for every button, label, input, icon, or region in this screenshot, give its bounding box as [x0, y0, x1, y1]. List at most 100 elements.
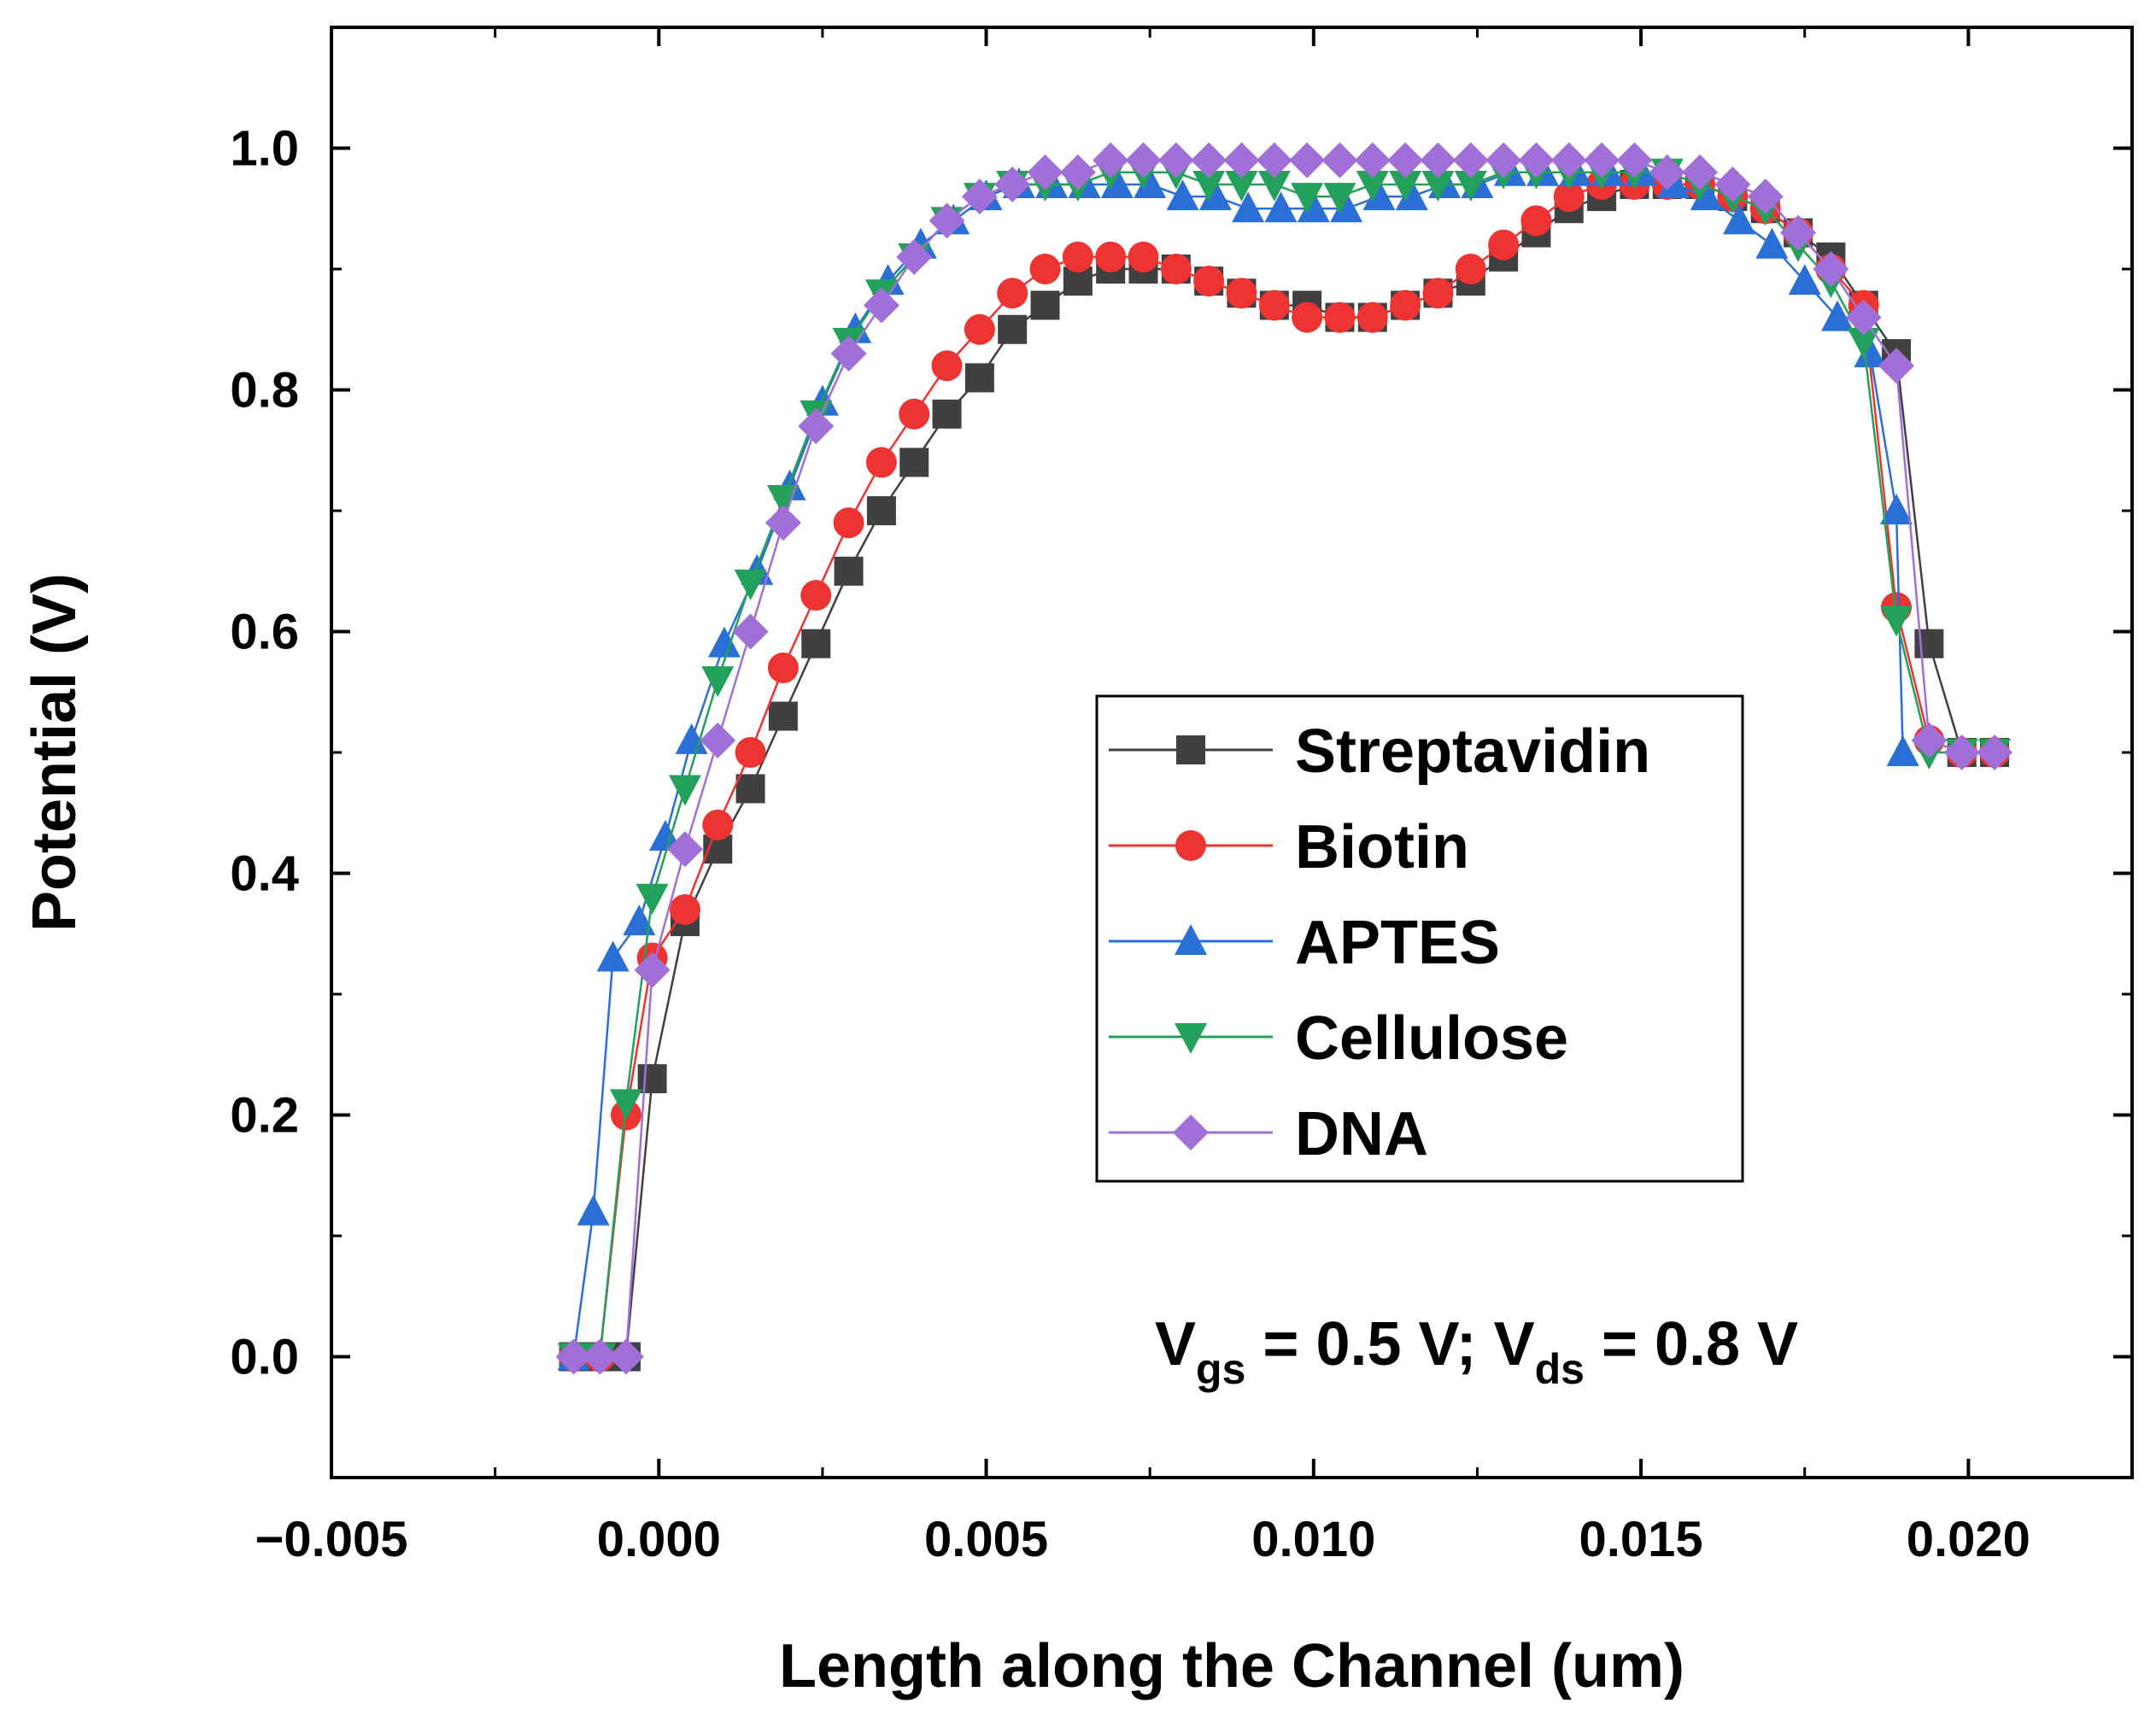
biotin-point [964, 313, 995, 345]
dna-point [1943, 735, 1980, 770]
aptes-point [577, 1194, 610, 1226]
streptavidin-point [834, 556, 864, 586]
bias-annotation: Vgs = 0.5 V; Vds = 0.8 V [1155, 1310, 1798, 1393]
dna-point [1191, 142, 1227, 179]
cellulose-point [1421, 170, 1455, 202]
biotin-point [997, 278, 1028, 309]
dna-point [1059, 154, 1096, 190]
dna-point [1977, 735, 2013, 770]
biotin-point [1324, 301, 1356, 333]
legend-item-aptes: APTES [1109, 909, 1500, 977]
streptavidin-point [932, 399, 962, 429]
aptes-point [1232, 191, 1265, 223]
x-tick-label: 0.020 [1907, 1512, 2030, 1567]
biotin-point [1390, 290, 1421, 321]
biotin-point [1029, 254, 1061, 284]
biotin-point [735, 737, 766, 768]
biotin-point [865, 447, 897, 478]
legend-marker [1175, 1023, 1207, 1054]
aptes-point [1330, 191, 1363, 223]
cellulose-point [1847, 327, 1880, 359]
streptavidin-point [866, 496, 896, 525]
legend-label: Streptavidin [1295, 717, 1650, 786]
streptavidin-point [998, 314, 1028, 344]
streptavidin-point [768, 701, 798, 731]
y-tick-label: 1.0 [230, 121, 299, 177]
cellulose-point [1192, 170, 1226, 202]
dna-point [798, 407, 835, 444]
streptavidin-point [637, 1064, 667, 1094]
aptes-point [1362, 179, 1396, 211]
cellulose-point [636, 883, 669, 915]
dna-point [1125, 142, 1162, 179]
streptavidin-point [1030, 290, 1060, 320]
streptavidin-point [735, 774, 765, 804]
biotin-point [899, 398, 930, 430]
y-tick-label: 0.6 [230, 605, 299, 660]
legend-item-dna: DNA [1109, 1100, 1428, 1168]
dna-point [1911, 722, 1948, 758]
x-tick-label: 0.005 [924, 1512, 1048, 1567]
dna-point [1649, 154, 1685, 190]
legend-items: Streptavidin Biotin APTES Cellulose DNA [1109, 717, 1650, 1168]
legend-label: Biotin [1295, 813, 1469, 881]
series-layer [555, 142, 2013, 1375]
streptavidin-point [801, 629, 831, 658]
y-tick-label: 0.0 [230, 1330, 299, 1385]
legend-item-biotin: Biotin [1109, 813, 1469, 881]
legend: Streptavidin Biotin APTES Cellulose DNA [1095, 694, 1744, 1183]
cellulose-point [1323, 183, 1356, 214]
cellulose-point [1257, 170, 1291, 202]
dna-point [1518, 142, 1555, 179]
x-tick-label: 0.010 [1251, 1512, 1375, 1567]
dna-point [634, 951, 671, 988]
legend-item-streptavidin: Streptavidin [1109, 717, 1650, 786]
biotin-point [1128, 241, 1159, 272]
dna-point [1485, 142, 1522, 179]
biotin-point [1520, 205, 1552, 237]
aptes-point [623, 904, 656, 936]
biotin-point [800, 580, 832, 612]
legend-label: DNA [1295, 1100, 1428, 1168]
dna-point [1354, 142, 1391, 179]
x-tick-label: −0.005 [255, 1512, 407, 1567]
aptes-point [675, 723, 708, 754]
anno-end: = 0.8 V [1585, 1310, 1798, 1378]
anno-mid: = 0.5 V; V [1245, 1310, 1534, 1378]
dna-point [1878, 348, 1915, 384]
y-axis-title: Potential (V) [21, 573, 89, 932]
dna-point [1813, 251, 1849, 287]
dna-point [1452, 142, 1489, 179]
anno-sub-ds: ds [1535, 1345, 1585, 1393]
cellulose-point [766, 484, 800, 516]
aptes-point [596, 940, 630, 972]
dna-point [863, 287, 899, 324]
dna-point [1027, 154, 1063, 190]
dna-point [1845, 299, 1882, 336]
legend-item-cellulose: Cellulose [1109, 1004, 1568, 1073]
cellulose-point [701, 666, 735, 698]
biotin-point [1095, 241, 1127, 272]
biotin-point [1160, 254, 1192, 284]
dna-point [666, 831, 703, 868]
dna-point [994, 166, 1031, 202]
cellulose-point [1291, 183, 1324, 214]
aptes-point [1788, 264, 1821, 296]
biotin-point [1292, 301, 1323, 333]
dna-point [765, 505, 801, 541]
aptes-point [1854, 337, 1887, 368]
anno-v1: V [1155, 1310, 1196, 1378]
biotin-point [1258, 290, 1290, 321]
legend-box [1095, 694, 1744, 1183]
dna-point [1223, 142, 1260, 179]
dna-point [1714, 166, 1751, 202]
legend-label: APTES [1295, 909, 1500, 977]
anno-sub-gs: gs [1196, 1345, 1245, 1393]
dna-point [830, 336, 867, 372]
aptes-point [1723, 203, 1756, 235]
biotin-point [1553, 181, 1585, 213]
biotin-point [1422, 278, 1454, 309]
dna-point [1256, 142, 1292, 179]
aptes-point [1100, 167, 1134, 198]
cellulose-point [668, 775, 701, 806]
